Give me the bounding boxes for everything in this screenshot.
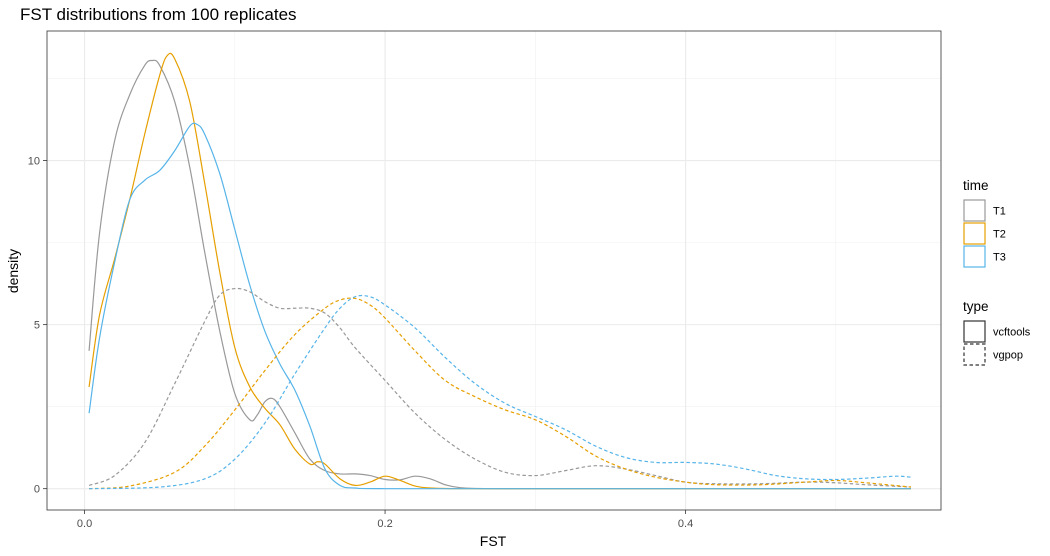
y-tick-label: 10 [28,156,40,168]
x-axis-title: FST [480,533,507,549]
legend-key-vcftools [963,320,986,343]
legend-label-vcftools: vcftools [993,327,1031,339]
legend-title-type: type [963,299,989,314]
legend-label-t3: T3 [993,252,1006,264]
x-tick-label: 0.4 [678,518,693,530]
legend-key-vgpop [963,343,986,366]
legend-key-t1 [963,199,986,222]
series-line-t3-vgpop [89,294,911,490]
legend-title-time: time [963,178,989,193]
legend-label-t1: T1 [993,206,1006,218]
y-axis-title: density [5,249,21,293]
series-lines [88,52,912,490]
legend-label-vgpop: vgpop [993,350,1023,362]
series-line-t3-vcftools [88,122,911,490]
series-line-t1-vcftools [88,59,911,490]
plot-border [46,30,942,511]
x-tick-label: 0.2 [377,518,392,530]
x-axis: 0.0 0.2 0.4 [77,510,693,530]
y-axis: 0 5 10 [28,156,47,496]
legend-key-t2 [963,222,986,245]
series-line-t1-vgpop [88,287,911,488]
legend-key-t3 [963,245,986,268]
plot-panel [47,31,941,510]
legend: time T1 T2 T3 type vcftools vgpop [963,178,1031,366]
chart-title: FST distributions from 100 replicates [20,5,297,24]
series-line-t2-vgpop [89,297,912,490]
y-tick-label: 0 [34,484,40,496]
x-tick-label: 0.0 [77,518,92,530]
legend-label-t2: T2 [993,229,1006,241]
y-tick-label: 5 [34,320,40,332]
minor-gridlines [47,31,941,510]
